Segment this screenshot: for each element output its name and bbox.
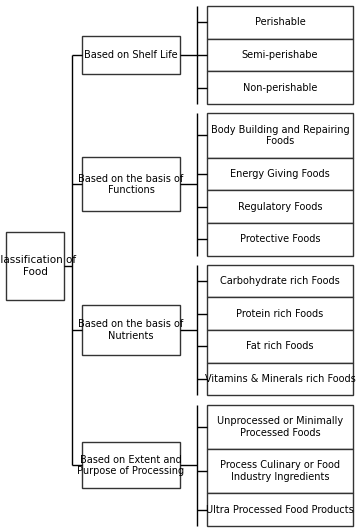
Text: Protein rich Foods: Protein rich Foods <box>237 309 324 319</box>
Bar <box>207 113 353 157</box>
Bar <box>207 405 353 449</box>
Text: Carbohydrate rich Foods: Carbohydrate rich Foods <box>220 276 340 286</box>
Bar <box>207 265 353 297</box>
Bar <box>82 305 180 355</box>
Text: Based on the basis of
Functions: Based on the basis of Functions <box>78 173 184 195</box>
Text: Perishable: Perishable <box>255 18 305 27</box>
Bar <box>207 297 353 330</box>
Text: Based on Shelf Life: Based on Shelf Life <box>84 50 178 60</box>
Text: Non-perishable: Non-perishable <box>243 82 317 93</box>
Text: Vitamins & Minerals rich Foods: Vitamins & Minerals rich Foods <box>204 374 355 384</box>
Bar <box>6 232 64 300</box>
Text: Based on Extent and
Purpose of Processing: Based on Extent and Purpose of Processin… <box>77 454 185 476</box>
Bar <box>207 363 353 395</box>
Bar <box>82 442 180 488</box>
Bar <box>207 223 353 255</box>
Text: Protective Foods: Protective Foods <box>240 234 320 244</box>
Bar <box>207 71 353 104</box>
Bar <box>82 36 180 73</box>
Bar <box>207 39 353 71</box>
Bar <box>207 449 353 493</box>
Bar <box>82 157 180 211</box>
Bar <box>207 190 353 223</box>
Bar <box>207 6 353 39</box>
Text: Classification of
Food: Classification of Food <box>0 255 77 277</box>
Text: Regulatory Foods: Regulatory Foods <box>238 202 322 212</box>
Bar <box>207 493 353 526</box>
Text: Unprocessed or Minimally
Processed Foods: Unprocessed or Minimally Processed Foods <box>217 416 343 438</box>
Text: Body Building and Repairing
Foods: Body Building and Repairing Foods <box>211 124 349 146</box>
Text: Energy Giving Foods: Energy Giving Foods <box>230 169 330 179</box>
Bar <box>207 330 353 363</box>
Text: Based on the basis of
Nutrients: Based on the basis of Nutrients <box>78 319 184 341</box>
Bar <box>207 157 353 190</box>
Text: Process Culinary or Food
Industry Ingredients: Process Culinary or Food Industry Ingred… <box>220 460 340 482</box>
Text: Semi-perishabe: Semi-perishabe <box>242 50 318 60</box>
Text: Ultra Processed Food Products: Ultra Processed Food Products <box>206 505 354 514</box>
Text: Fat rich Foods: Fat rich Foods <box>246 342 314 352</box>
